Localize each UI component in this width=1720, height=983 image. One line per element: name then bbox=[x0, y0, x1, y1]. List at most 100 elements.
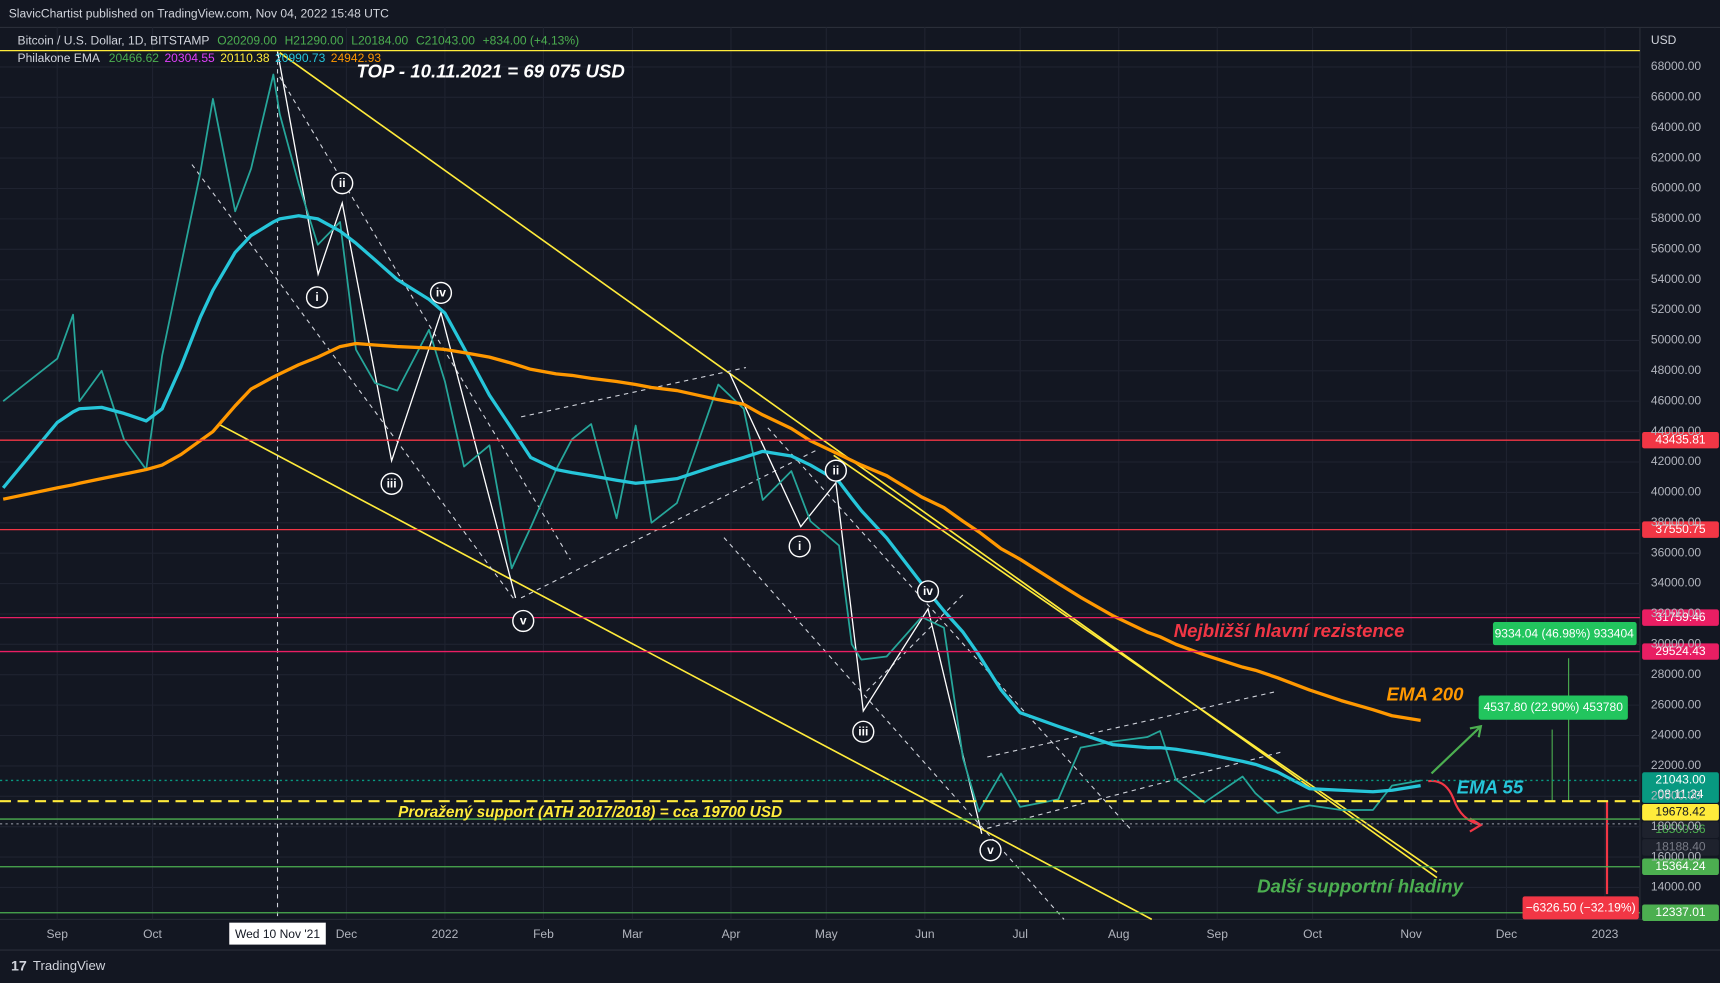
y-tick-label: 46000.00 bbox=[1651, 393, 1702, 407]
close: C21043.00 bbox=[416, 34, 475, 48]
series bbox=[1, 73, 1421, 814]
x-tick-label: Oct bbox=[1303, 927, 1322, 941]
annotation: Proražený support (ATH 2017/2018) = cca … bbox=[398, 804, 782, 821]
trend-line bbox=[219, 423, 1153, 921]
y-tick-label: 56000.00 bbox=[1651, 241, 1702, 255]
wave-label: iv bbox=[923, 584, 933, 598]
price-tag bbox=[1642, 904, 1719, 921]
y-tick-label: 18000.00 bbox=[1651, 819, 1702, 833]
annotation: EMA 55 bbox=[1457, 777, 1524, 798]
annotation: Nejbližší hlavní rezistence bbox=[1174, 620, 1405, 641]
price-tag-label: 37550.75 bbox=[1655, 522, 1706, 536]
wave-circle bbox=[916, 580, 940, 603]
x-tick-label: Feb bbox=[533, 927, 554, 941]
brand: TradingView bbox=[33, 958, 106, 973]
wave-path bbox=[728, 372, 983, 834]
legend-indicator: Philakone EMA 20466.62 20304.55 20110.38 20… bbox=[18, 51, 382, 65]
wave-label: iv bbox=[436, 286, 446, 300]
symbol: Bitcoin / U.S. Dollar, 1D, BITSTAMP bbox=[18, 34, 210, 48]
y-tick-label: 64000.00 bbox=[1651, 120, 1702, 134]
x-tick-label: Dec bbox=[336, 927, 357, 941]
wave-circle bbox=[979, 839, 1002, 862]
publisher: SlavicChartist published on TradingView.… bbox=[9, 6, 389, 20]
y-tick-label: 20000.00 bbox=[1651, 788, 1702, 802]
measure-box bbox=[1492, 622, 1637, 646]
x-tick-label: 2022 bbox=[432, 927, 459, 941]
x-tick-label: Sep bbox=[1207, 927, 1229, 941]
wave-label: iii bbox=[858, 725, 868, 739]
price-tag-label: 31759.46 bbox=[1655, 610, 1706, 624]
y-tick-label: 38000.00 bbox=[1651, 515, 1702, 529]
levels: 43435.81 37550.75 31759.46 29524.43 21043.00… bbox=[0, 49, 1719, 921]
grid bbox=[0, 27, 1640, 920]
price-tag bbox=[1642, 839, 1719, 856]
series-line bbox=[1, 214, 1421, 794]
price-tag-sublabel: 08:11:24 bbox=[1658, 787, 1704, 801]
crosshair-label-box bbox=[229, 922, 326, 945]
trend-line bbox=[833, 454, 1438, 873]
measure-box bbox=[1522, 896, 1639, 920]
logo: 17 bbox=[11, 958, 27, 974]
x-tick-label: Jul bbox=[1012, 927, 1027, 941]
y-tick-label: 66000.00 bbox=[1651, 90, 1702, 104]
x-tick-label: Jun bbox=[915, 927, 934, 941]
y-tick-label: 16000.00 bbox=[1651, 849, 1702, 863]
indicator-value: 20466.62 bbox=[109, 51, 160, 65]
price-tag-label: 19678.42 bbox=[1655, 804, 1706, 818]
wave-label: ii bbox=[339, 176, 346, 190]
currency: USD bbox=[1651, 33, 1677, 47]
annotation: EMA 200 bbox=[1387, 683, 1465, 704]
channels bbox=[191, 76, 1284, 920]
wave-label: i bbox=[798, 539, 801, 553]
wave-circle bbox=[852, 720, 875, 743]
measure-label: −6326.50 (−32.19%) bbox=[1526, 901, 1636, 915]
drawings bbox=[191, 51, 1609, 921]
measure-label: 9334.04 (46.98%) 933404 bbox=[1495, 626, 1635, 640]
annotation: Další supportní hladiny bbox=[1257, 875, 1465, 896]
open: O20209.00 bbox=[217, 34, 277, 48]
x-tick-label: Aug bbox=[1108, 927, 1129, 941]
x-tick-label: Dec bbox=[1496, 927, 1517, 941]
arrow-head bbox=[1469, 817, 1483, 833]
x-tick-label: Apr bbox=[722, 927, 741, 941]
price-tag bbox=[1642, 643, 1719, 660]
y-tick-label: 36000.00 bbox=[1651, 545, 1702, 559]
x-tick-label: Sep bbox=[46, 927, 68, 941]
y-tick-label: 22000.00 bbox=[1651, 758, 1702, 772]
price-tag bbox=[1642, 858, 1719, 875]
y-tick-label: 32000.00 bbox=[1651, 606, 1702, 620]
y-tick-label: 14000.00 bbox=[1651, 880, 1702, 894]
series-line bbox=[2, 341, 1421, 722]
x-tick-label: Nov bbox=[1400, 927, 1421, 941]
wave-label: v bbox=[520, 614, 527, 628]
wave-label: i bbox=[315, 290, 318, 304]
y-tick-label: 68000.00 bbox=[1651, 59, 1702, 73]
indicator-name: Philakone EMA bbox=[18, 51, 101, 65]
high: H21290.00 bbox=[285, 34, 344, 48]
wave-path bbox=[276, 51, 517, 599]
price-tag bbox=[1642, 431, 1719, 449]
x-tick-label: Mar bbox=[622, 927, 643, 941]
y-tick-label: 58000.00 bbox=[1651, 211, 1702, 225]
wave-circle bbox=[305, 286, 329, 309]
wave-circle bbox=[512, 609, 535, 633]
price-tag bbox=[1642, 609, 1719, 626]
y-tick-label: 50000.00 bbox=[1651, 333, 1702, 347]
annotation: TOP - 10.11.2021 = 69 075 USD bbox=[357, 60, 625, 81]
wave-circle bbox=[824, 459, 848, 482]
wave-label: v bbox=[987, 843, 994, 857]
price-tag-label: 29524.43 bbox=[1655, 644, 1706, 658]
price-tag-label: 21043.00 bbox=[1655, 773, 1706, 787]
y-tick-label: 40000.00 bbox=[1651, 485, 1702, 499]
low: L20184.00 bbox=[351, 34, 408, 48]
y-tick-label: 54000.00 bbox=[1651, 272, 1702, 286]
price-tag-label: 18188.40 bbox=[1655, 840, 1706, 854]
wave-circle bbox=[788, 535, 811, 558]
price-tag bbox=[1642, 804, 1719, 821]
indicator-value: 20990.73 bbox=[275, 51, 326, 65]
y-tick-label: 60000.00 bbox=[1651, 181, 1702, 195]
